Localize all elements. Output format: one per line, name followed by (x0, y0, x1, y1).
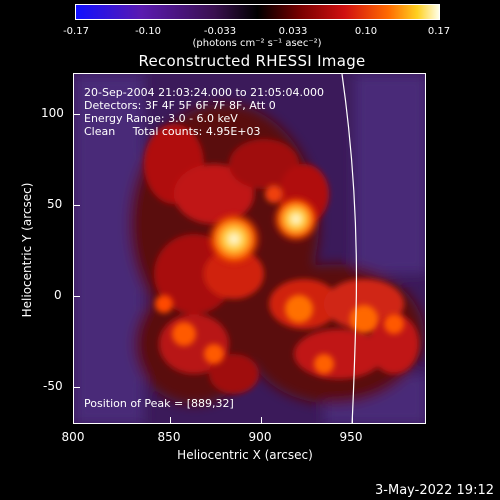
y-tick-label: 100 (41, 106, 64, 120)
colorbar-tick: -0.17 (63, 26, 89, 37)
detectors-info: Detectors: 3F 4F 5F 6F 7F 8F, Att 0 (84, 99, 276, 112)
y-tick-label: 0 (54, 288, 62, 302)
colorbar-tick: -0.033 (203, 26, 237, 37)
colorbar (75, 4, 440, 20)
y-tick-mark (74, 296, 80, 297)
y-axis-label: Heliocentric Y (arcsec) (20, 182, 34, 318)
x-tick-mark (261, 417, 262, 423)
clean-counts-info: Clean Total counts: 4.95E+03 (84, 125, 261, 138)
timestamp: 3-May-2022 19:12 (375, 483, 494, 498)
y-tick-mark (74, 205, 80, 206)
x-tick-label: 850 (157, 430, 181, 444)
obs-time-range: 20-Sep-2004 21:03:24.000 to 21:05:04.000 (84, 86, 324, 99)
colorbar-tick: 0.10 (354, 26, 378, 37)
x-tick-label: 950 (339, 430, 363, 444)
colorbar-units: (photons cm⁻² s⁻¹ asec⁻²) (192, 38, 322, 49)
energy-range-info: Energy Range: 3.0 - 6.0 keV (84, 112, 238, 125)
y-tick-label: 50 (47, 197, 63, 211)
x-axis-label: Heliocentric X (arcsec) (177, 448, 313, 462)
y-tick-label: -50 (43, 379, 63, 393)
y-tick-mark (74, 387, 80, 388)
colorbar-tick: -0.10 (135, 26, 161, 37)
y-tick-mark (74, 114, 80, 115)
image-title: Reconstructed RHESSI Image (138, 52, 366, 70)
colorbar-tick: 0.17 (427, 26, 451, 37)
rhessi-image: 20-Sep-2004 21:03:24.000 to 21:05:04.000… (73, 73, 426, 424)
x-tick-label: 800 (61, 430, 85, 444)
x-tick-mark (170, 417, 171, 423)
x-tick-mark (352, 417, 353, 423)
colorbar-tick: 0.033 (278, 26, 308, 37)
x-tick-label: 900 (248, 430, 272, 444)
rhessi-image-render (74, 74, 425, 423)
peak-position: Position of Peak = [889,32] (84, 397, 234, 410)
